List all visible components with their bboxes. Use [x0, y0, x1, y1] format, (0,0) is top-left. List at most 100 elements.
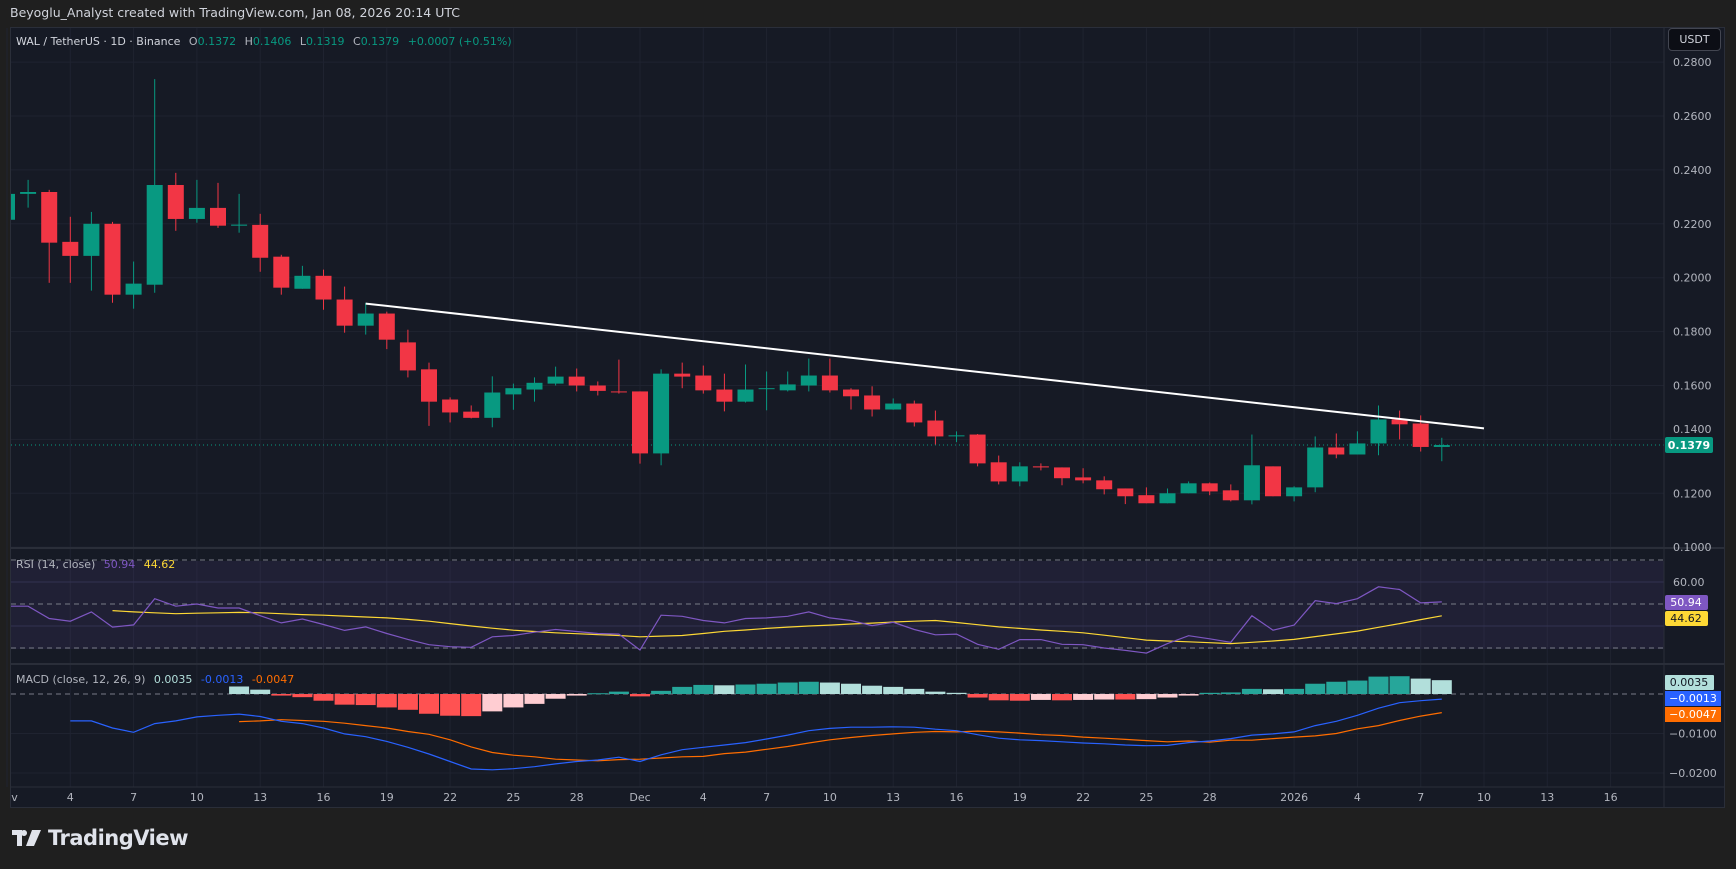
date-tick-label: 13: [253, 791, 267, 804]
candle-body: [378, 313, 395, 340]
candle-body: [568, 376, 585, 386]
candle: [927, 410, 944, 445]
price-tick-label: 0.1800: [1673, 326, 1712, 339]
macd-histogram-bar: [1263, 689, 1283, 694]
macd-histogram-bar: [524, 694, 545, 704]
macd-histogram-bar: [1199, 692, 1220, 694]
macd-histogram-bar: [397, 694, 418, 710]
date-tick-label: 4: [67, 791, 74, 804]
macd-histogram-bar: [967, 694, 988, 698]
rsi-title[interactable]: RSI (14, close): [16, 558, 96, 571]
candle: [294, 265, 311, 289]
candle-body: [167, 184, 184, 219]
candle-body: [20, 191, 37, 194]
last-price-value: 0.1379: [1668, 439, 1710, 452]
change-value: +0.0007 (+0.51%): [407, 35, 512, 48]
date-tick-label: 19: [380, 791, 394, 804]
candle-body: [632, 391, 648, 454]
candle: [526, 377, 543, 402]
candle-body: [737, 389, 754, 402]
high-label: H: [244, 35, 253, 48]
macd-histogram-bar: [1157, 694, 1178, 698]
rsi-ma-legend-value: 44.62: [143, 558, 176, 571]
macd-histogram-bar: [313, 694, 334, 701]
candle-body: [589, 385, 606, 391]
candle: [779, 371, 796, 392]
date-tick-label: 28: [570, 791, 584, 804]
date-tick-label: 13: [886, 791, 900, 804]
macd-title[interactable]: MACD (close, 12, 26, 9): [16, 673, 146, 686]
macd-tick-label: −0.0100: [1669, 728, 1717, 741]
currency-button[interactable]: USDT: [1668, 28, 1721, 51]
price-tick-label: 0.1600: [1673, 380, 1712, 393]
macd-histogram-bar: [1030, 694, 1051, 700]
macd-legend[interactable]: MACD (close, 12, 26, 9) 0.0035 -0.0013 -…: [16, 673, 299, 686]
date-tick-label: 22: [443, 791, 457, 804]
date-tick-label: 16: [950, 791, 964, 804]
date-tick-label: Dec: [629, 791, 650, 804]
candle-body: [1222, 490, 1239, 501]
candle-body: [421, 369, 437, 402]
symbol-title[interactable]: WAL / TetherUS · 1D · Binance: [16, 35, 181, 48]
candle-body: [1243, 465, 1260, 501]
candle-body: [821, 375, 838, 391]
candle: [1370, 405, 1387, 456]
macd-histogram-bar: [883, 686, 904, 694]
candle-body: [399, 342, 416, 371]
tradingview-logo[interactable]: TradingView: [12, 826, 188, 850]
candle: [1243, 434, 1260, 505]
chart-panel[interactable]: [10, 27, 1725, 808]
macd-histogram-bar: [1368, 676, 1389, 694]
candle-body: [695, 375, 712, 391]
macd-histogram-bar: [630, 694, 650, 697]
macd-histogram-bar: [1389, 676, 1410, 694]
candle-body: [11, 193, 15, 220]
candle-body: [1412, 423, 1429, 447]
macd-histogram-bar: [440, 694, 461, 716]
candle-body: [990, 462, 1007, 482]
trendline-layer[interactable]: [365, 302, 1485, 430]
candle-body: [1349, 443, 1366, 455]
candle: [41, 189, 58, 283]
macd-histogram-bar: [1305, 683, 1326, 694]
candle: [864, 386, 881, 417]
candle-body: [146, 184, 163, 285]
candle: [821, 358, 838, 393]
macd-histogram-bar: [904, 688, 925, 694]
signal-badge-text: −0.0047: [1669, 708, 1717, 721]
candle-body: [484, 392, 501, 418]
macd-histogram-bar: [545, 694, 566, 699]
price-tick-label: 0.2400: [1673, 164, 1712, 177]
candle-body: [927, 420, 944, 437]
symbol-legend[interactable]: WAL / TetherUS · 1D · Binance O0.1372 H0…: [16, 35, 517, 48]
candle: [442, 397, 459, 423]
rsi-ma-badge-text: 44.62: [1670, 612, 1702, 625]
candle: [737, 364, 754, 403]
date-tick-label: 25: [1139, 791, 1153, 804]
candle-body: [674, 373, 691, 377]
macd-histogram-bar: [714, 685, 735, 694]
rsi-legend[interactable]: RSI (14, close) 50.94 44.62: [16, 558, 180, 571]
macd-hist-badge: 0.0035: [1665, 675, 1714, 690]
price-tick-label: 0.2800: [1673, 56, 1712, 69]
close-value: 0.1379: [360, 35, 400, 48]
candle-body: [1265, 466, 1281, 497]
date-tick-label: Nov: [0, 791, 18, 804]
macd-histogram-bar: [608, 691, 629, 694]
rsi-series: [11, 586, 1442, 654]
open-value: 0.1372: [197, 35, 237, 48]
date-axis[interactable]: Nov 4 7 10 13 16 19 22 25 28 Dec 4 7 10 13 16 19 22 25 28 20…: [0, 791, 1618, 804]
date-tick-label: 7: [1417, 791, 1424, 804]
candle-body: [1159, 493, 1176, 504]
candle: [843, 388, 859, 410]
candle-body: [906, 403, 923, 423]
candlestick-series: [11, 79, 1450, 505]
macd-line-badge: −0.0013: [1665, 691, 1721, 706]
price-axis[interactable]: 0.2800 0.2600 0.2400 0.2200 0.2000 0.1800 0.16…: [1669, 56, 1717, 780]
price-tick-label: 0.1200: [1673, 487, 1712, 500]
candle-body: [1391, 419, 1408, 425]
macd-histogram-bar: [482, 694, 503, 712]
macd-histogram-bar: [756, 683, 777, 694]
candle: [1032, 463, 1049, 471]
